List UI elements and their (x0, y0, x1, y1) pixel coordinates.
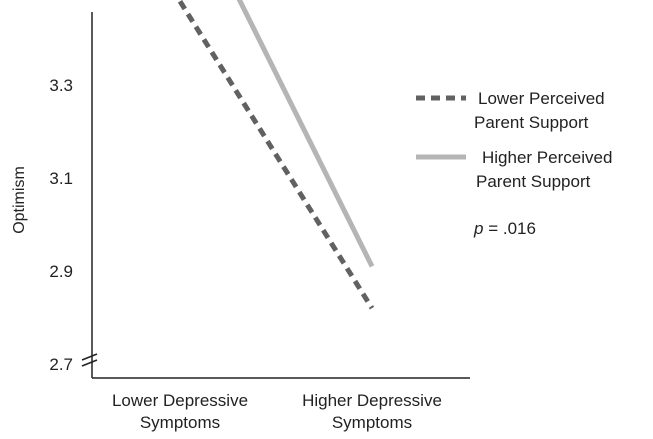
axes (81, 12, 470, 379)
x-category-labels: Lower Depressive Symptoms Higher Depressiv… (112, 391, 442, 432)
y-tick-label: 3.5 (49, 0, 73, 2)
y-tick-label: 3.1 (49, 169, 73, 188)
x-category-label: Higher Depressive (302, 391, 442, 410)
axis-break-icon (81, 353, 98, 367)
x-category-label: Symptoms (140, 413, 220, 432)
legend-label: Parent Support (474, 113, 589, 132)
y-axis-title: Optimism (11, 166, 28, 234)
x-category-label: Lower Depressive (112, 391, 248, 410)
legend-label: Lower Perceived (478, 89, 605, 108)
y-tick-label: 2.9 (49, 262, 73, 281)
p-value: = .016 (483, 219, 535, 238)
series-line-higher-support (236, 0, 375, 268)
series-lines (177, 0, 375, 310)
legend-label: Higher Perceived (482, 148, 612, 167)
legend: Lower Perceived Parent Support Higher Perc… (416, 89, 612, 191)
p-value-annotation: p = .016 (473, 219, 536, 238)
x-category-label: Symptoms (332, 413, 412, 432)
y-tick-labels: 3.93.73.53.33.12.92.7 (49, 0, 73, 374)
legend-label: Parent Support (476, 172, 591, 191)
y-tick-label: 3.3 (49, 76, 73, 95)
y-tick-label: 2.7 (49, 355, 73, 374)
series-line-lower-support (177, 0, 375, 310)
p-symbol: p (473, 219, 483, 238)
